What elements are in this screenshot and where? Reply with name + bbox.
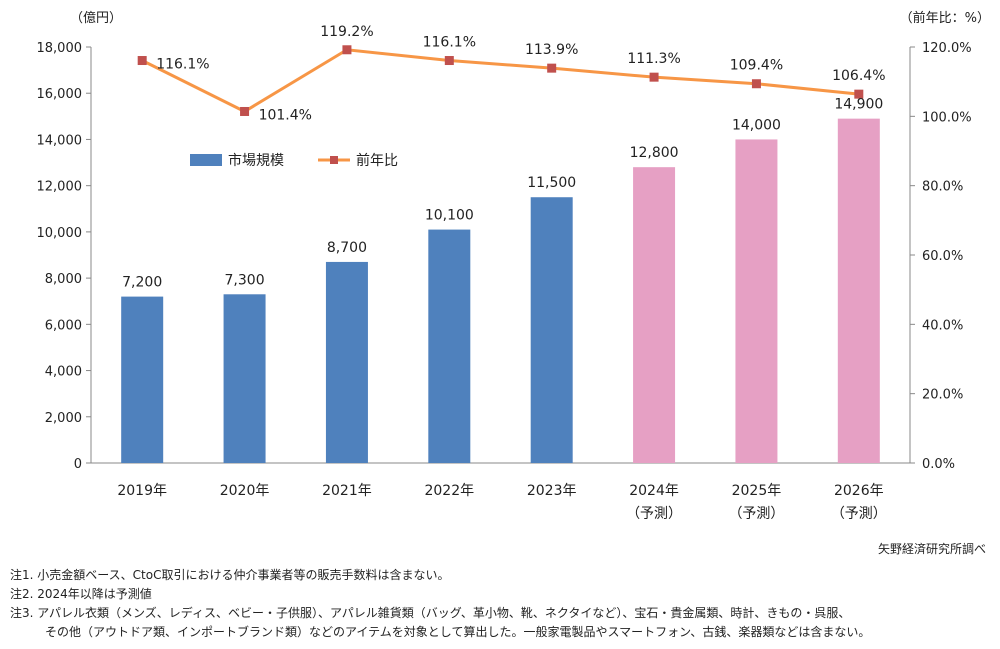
y-left-tick-label: 16,000 bbox=[37, 87, 83, 102]
y-left-tick-label: 10,000 bbox=[37, 226, 83, 241]
line-point bbox=[444, 56, 454, 66]
y-right-tick-label: 0.0% bbox=[922, 457, 955, 472]
note-2: 注2. 2024年以降は予測値 bbox=[10, 587, 152, 601]
line-point bbox=[751, 79, 761, 89]
x-tick-label: 2020年 bbox=[220, 483, 270, 499]
bar-data-label: 7,300 bbox=[225, 272, 265, 288]
chart-axes: 0 2,000 4,000 6,000 8,000 10,000 12,000 14,000 1… bbox=[37, 10, 991, 522]
note-3: 注3. アパレル衣類（メンズ、レディス、ベビー・子供服）、アパレル雑貨類（バッグ… bbox=[10, 606, 851, 620]
y-right-tick-label: 60.0% bbox=[922, 249, 963, 264]
line-data-label: 119.2% bbox=[320, 24, 373, 40]
line-data-label: 101.4% bbox=[259, 107, 312, 123]
bar-data-label: 14,900 bbox=[834, 97, 883, 113]
x-tick-sublabel: （予測） bbox=[831, 506, 887, 522]
bar-data-label: 10,100 bbox=[425, 208, 474, 224]
bar bbox=[223, 294, 266, 463]
y-right-tick-label: 120.0% bbox=[922, 41, 972, 56]
line-path bbox=[141, 48, 859, 114]
y-left-tick-label: 14,000 bbox=[37, 133, 83, 148]
bar bbox=[121, 296, 164, 463]
bar bbox=[325, 261, 368, 463]
bar bbox=[530, 197, 573, 463]
line-point bbox=[240, 106, 250, 116]
chart: 0 2,000 4,000 6,000 8,000 10,000 12,000 14,000 1… bbox=[37, 10, 991, 522]
bar-data-label: 12,800 bbox=[630, 145, 679, 161]
x-tick-label: 2022年 bbox=[424, 483, 474, 499]
y-left-tick-label: 0 bbox=[74, 457, 82, 472]
y-right-tick-label: 20.0% bbox=[922, 388, 963, 403]
x-tick-label: 2023年 bbox=[527, 483, 577, 499]
y-right-tick-label: 80.0% bbox=[922, 180, 963, 195]
line-data-label: 116.1% bbox=[156, 57, 209, 73]
line-point bbox=[137, 56, 147, 66]
line-data-label: 109.4% bbox=[730, 58, 783, 74]
bar bbox=[428, 229, 471, 463]
bar-series bbox=[121, 118, 880, 464]
legend-label-bar: 市場規模 bbox=[228, 152, 284, 169]
y-right-tick-label: 100.0% bbox=[922, 110, 972, 125]
y-left-unit-label: （億円） bbox=[70, 10, 122, 26]
bar bbox=[735, 139, 778, 463]
note-3-continued: その他（アウトドア類、インポートブランド類）などのアイテムを対象として算出した。… bbox=[45, 625, 871, 639]
line-point bbox=[649, 72, 659, 82]
line-point bbox=[854, 89, 864, 99]
notes: 注1. 小売金額ベース、CtoC取引における仲介事業者等の販売手数料は含まない。… bbox=[10, 566, 990, 642]
x-tick-label: 2026年 bbox=[834, 483, 884, 499]
y-left-tick-label: 4,000 bbox=[45, 365, 82, 380]
bar-data-label: 14,000 bbox=[732, 117, 781, 133]
line-data-label: 113.9% bbox=[525, 42, 578, 58]
legend-label-line: 前年比 bbox=[356, 152, 398, 169]
line-series bbox=[137, 45, 864, 116]
line-data-label: 116.1% bbox=[423, 35, 476, 51]
x-tick-sublabel: （予測） bbox=[626, 506, 682, 522]
line-point bbox=[547, 63, 557, 73]
y-left-tick-label: 12,000 bbox=[37, 180, 83, 195]
x-tick-label: 2025年 bbox=[732, 483, 782, 499]
x-tick-label: 2021年 bbox=[322, 483, 372, 499]
bar-data-label: 7,200 bbox=[122, 275, 162, 291]
line-data-label: 106.4% bbox=[832, 68, 885, 84]
y-left-tick-label: 8,000 bbox=[45, 272, 82, 287]
y-right-unit-label: （前年比：%） bbox=[900, 10, 990, 26]
bar bbox=[633, 167, 676, 463]
note-1: 注1. 小売金額ベース、CtoC取引における仲介事業者等の販売手数料は含まない。 bbox=[10, 568, 450, 582]
source-credit: 矢野経済研究所調べ bbox=[877, 542, 986, 556]
line-data-label: 111.3% bbox=[627, 51, 680, 67]
x-tick-label: 2024年 bbox=[629, 483, 679, 499]
y-left-tick-label: 2,000 bbox=[45, 411, 82, 426]
line-point bbox=[342, 45, 352, 55]
y-right-tick-label: 40.0% bbox=[922, 318, 963, 333]
bar-data-label: 8,700 bbox=[327, 240, 367, 256]
legend-swatch-marker bbox=[330, 156, 338, 164]
x-tick-label: 2019年 bbox=[117, 483, 167, 499]
y-left-tick-label: 6,000 bbox=[45, 318, 82, 333]
bar bbox=[837, 118, 880, 464]
y-left-tick-label: 18,000 bbox=[37, 41, 83, 56]
chart-labels: 7,200 7,300 8,700 10,100 11,500 12,800 14,000 1… bbox=[122, 24, 885, 291]
x-tick-sublabel: （予測） bbox=[728, 506, 784, 522]
legend-swatch-bar bbox=[190, 154, 222, 166]
legend: 市場規模 前年比 bbox=[190, 152, 398, 169]
bar-data-label: 11,500 bbox=[527, 175, 576, 191]
